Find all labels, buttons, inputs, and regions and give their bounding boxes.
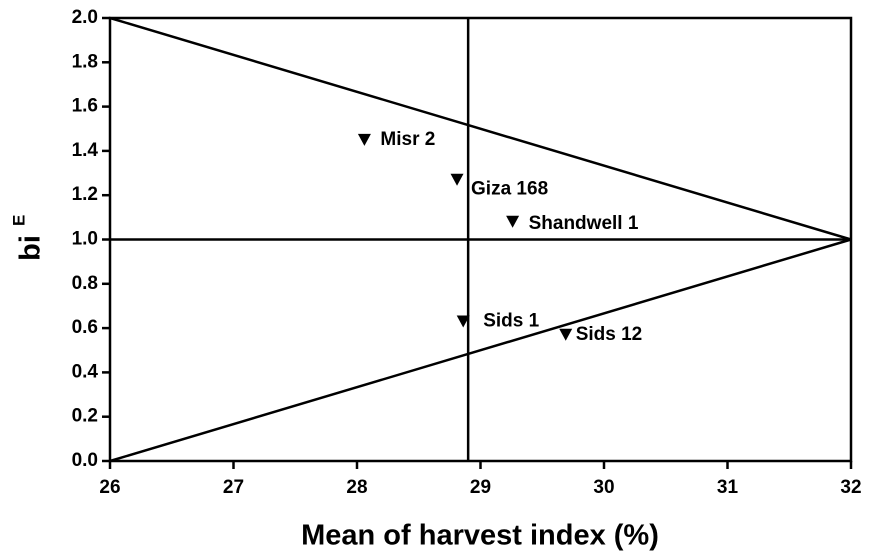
- x-tick-label: 32: [840, 477, 861, 498]
- point-marker: [357, 133, 371, 146]
- x-tick-label: 30: [593, 477, 614, 498]
- x-tick-label: 27: [223, 477, 244, 498]
- point-label: Shandwell 1: [529, 213, 639, 234]
- point-label: Misr 2: [380, 129, 435, 150]
- y-axis-label: bi: [15, 235, 47, 261]
- point-label: Sids 12: [576, 324, 643, 345]
- y-tick-label: 1.6: [72, 96, 98, 117]
- point-label: Sids 1: [483, 310, 539, 331]
- y-tick-label: 0.2: [72, 406, 98, 427]
- reference-line: [109, 16, 852, 241]
- y-tick-label: 0.8: [72, 273, 98, 294]
- y-tick-label: 0.0: [72, 450, 98, 471]
- y-tick-label: 1.8: [72, 51, 98, 72]
- point-marker: [450, 173, 464, 186]
- x-tick-label: 28: [346, 477, 367, 498]
- reference-line: [109, 238, 852, 463]
- point-label: Giza 168: [471, 179, 548, 200]
- y-tick-label: 2.0: [72, 7, 98, 28]
- x-axis-label: Mean of harvest index (%): [301, 520, 659, 552]
- y-axis-label-group: bi E: [9, 215, 46, 261]
- y-tick-label: 0.4: [72, 361, 99, 382]
- point-marker: [506, 215, 520, 228]
- y-tick-label: 1.0: [72, 229, 98, 250]
- x-tick-label: 31: [717, 477, 739, 498]
- x-tick-label: 29: [470, 477, 491, 498]
- y-tick-label: 0.6: [72, 317, 98, 338]
- y-tick-label: 1.4: [72, 140, 99, 161]
- point-marker: [559, 328, 573, 341]
- x-tick-label: 26: [99, 477, 120, 498]
- y-axis-label-superscript: E: [9, 215, 28, 226]
- point-marker: [456, 315, 470, 328]
- y-tick-label: 1.2: [72, 184, 98, 205]
